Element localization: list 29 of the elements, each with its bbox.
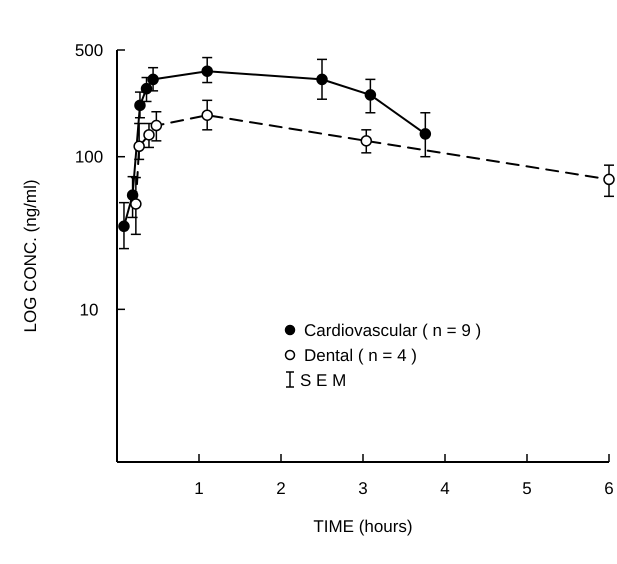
point xyxy=(420,128,432,140)
x-tick-label: 5 xyxy=(522,479,532,498)
point xyxy=(118,220,130,232)
x-axis-title: TIME (hours) xyxy=(313,517,413,536)
point xyxy=(603,174,615,186)
legend-label: Cardiovascular ( n = 9 ) xyxy=(304,321,482,340)
y-tick-label: 100 xyxy=(74,148,104,167)
legend-label: Dental ( n = 4 ) xyxy=(304,346,417,365)
point xyxy=(360,135,372,147)
annotation: S E M xyxy=(300,371,346,390)
point xyxy=(201,65,213,77)
point xyxy=(316,74,328,86)
point xyxy=(133,140,145,152)
point xyxy=(150,120,162,132)
x-tick-label: 4 xyxy=(440,479,450,498)
y-tick-label: 500 xyxy=(74,41,104,60)
point xyxy=(143,129,155,141)
y-tick-label: 10 xyxy=(80,300,98,320)
point xyxy=(140,82,152,94)
x-tick-label: 3 xyxy=(358,479,368,498)
x-tick-label: 6 xyxy=(604,479,614,498)
x-tick-label: 2 xyxy=(276,479,286,498)
y-axis-title: LOG CONC. (ng/ml) xyxy=(21,179,40,333)
point xyxy=(134,100,146,112)
x-tick-label: 1 xyxy=(194,479,204,498)
point xyxy=(130,198,142,210)
point xyxy=(147,74,159,86)
point xyxy=(201,109,213,121)
point xyxy=(364,89,376,101)
